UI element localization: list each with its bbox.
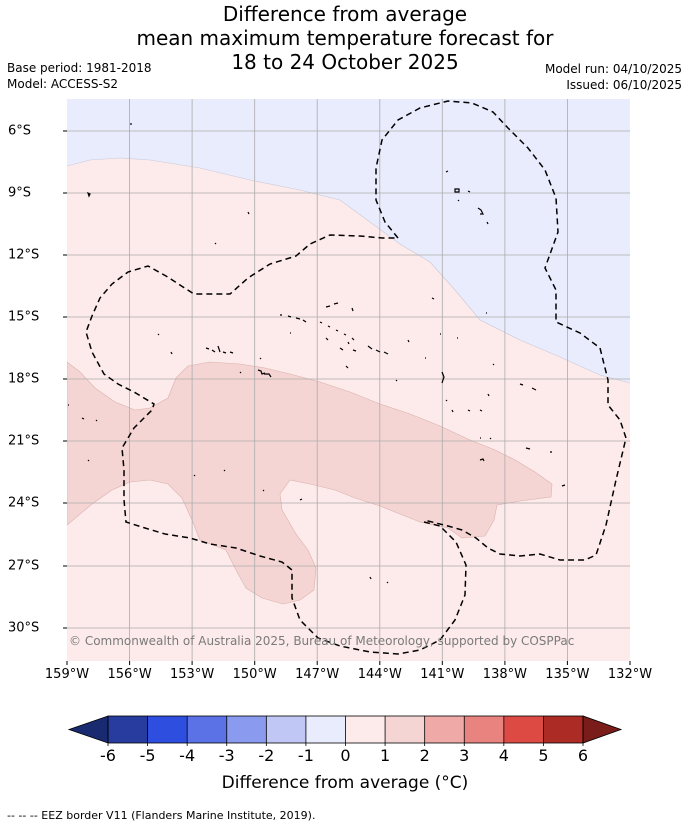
negative-anomaly-region (67, 99, 630, 383)
longitude-label: 138°W (482, 667, 527, 682)
map-title: Difference from average mean maximum tem… (0, 2, 690, 74)
longitude-label: 150°W (232, 667, 277, 682)
latitude-label: 9°S (8, 185, 32, 201)
colorbar-swatch (147, 716, 188, 743)
colorbar-swatch (385, 716, 425, 743)
latitude-label: 24°S (8, 495, 40, 511)
colorbar-tick-label: 3 (459, 746, 470, 765)
colorbar-tick-label: -3 (218, 746, 235, 765)
colorbar-swatch (187, 716, 227, 743)
latitude-label: 21°S (8, 433, 40, 449)
positive-1to2-region (67, 361, 553, 605)
colorbar-swatch (503, 716, 544, 743)
colorbar-tick-labels: -6 -5 -4 -3 -2 -1 0 1 2 3 4 5 6 (0, 746, 690, 766)
colorbar (67, 715, 623, 746)
latitude-label: 30°S (8, 620, 40, 636)
colorbar-tick-label: -1 (297, 746, 314, 765)
longitude-label: 144°W (357, 667, 402, 682)
colorbar-label: Difference from average (°C) (221, 773, 469, 793)
title-line-1: Difference from average (222, 2, 468, 26)
latitude-label: 12°S (8, 247, 40, 263)
colorbar-tick-label: -5 (139, 746, 156, 765)
eez-borders (85, 100, 627, 655)
title-line-3: 18 to 24 October 2025 (231, 50, 459, 74)
colorbar-tick-label: 4 (498, 746, 509, 765)
base-info: Base period: 1981-2018 Model: ACCESS-S2 (7, 60, 152, 92)
islands (68, 123, 566, 584)
colorbar-tick-label: 1 (379, 746, 391, 765)
colorbar-tick-label: -4 (179, 746, 196, 765)
longitude-label: 147°W (295, 667, 340, 682)
zero-contour (67, 157, 630, 384)
longitude-label: 156°W (107, 667, 152, 682)
longitude-label: 141°W (420, 667, 465, 682)
latitude-label: 18°S (8, 371, 40, 387)
colorbar-swatch (345, 716, 386, 743)
latitude-label: 6°S (8, 123, 32, 139)
longitude-label: 135°W (545, 667, 590, 682)
colorbar-tick-label: 5 (538, 746, 549, 765)
colorbar-tick-label: -2 (258, 746, 275, 765)
eez-legend-note: -- -- -- EEZ border V11 (Flanders Marine… (7, 809, 316, 822)
colorbar-tick-label: 0 (340, 746, 351, 765)
longitude-label: 159°W (44, 667, 90, 682)
model-name: Model: ACCESS-S2 (7, 77, 119, 91)
latitude-label: 27°S (8, 558, 40, 574)
colorbar-swatch (266, 716, 306, 743)
base-period: Base period: 1981-2018 (7, 61, 152, 75)
model-run-date: Model run: 04/10/2025 (544, 62, 682, 76)
axis-ticks (63, 130, 631, 665)
copyright-notice: © Commonwealth of Australia 2025, Bureau… (69, 634, 575, 648)
title-line-2: mean maximum temperature forecast for (136, 26, 554, 50)
issued-date: Issued: 06/10/2025 (566, 78, 682, 92)
longitude-label: 153°W (170, 667, 215, 682)
colorbar-swatch (543, 716, 583, 743)
map-area (67, 99, 630, 661)
colorbar-swatch (226, 716, 267, 743)
colorbar-over-arrow (582, 715, 623, 744)
graticule (67, 99, 630, 661)
colorbar-swatch (108, 716, 148, 743)
run-info: Model run: 04/10/2025 Issued: 06/10/2025 (545, 61, 682, 93)
latitude-label: 15°S (8, 309, 40, 325)
colorbar-tick-label: -6 (100, 746, 116, 765)
colorbar-swatch (424, 716, 465, 743)
colorbar-tick-label: 6 (577, 746, 589, 765)
longitude-label: 132°W (607, 667, 653, 682)
colorbar-swatch (305, 716, 346, 743)
colorbar-tick-label: 2 (419, 746, 430, 765)
colorbar-under-arrow (67, 715, 109, 744)
colorbar-swatch (464, 716, 504, 743)
